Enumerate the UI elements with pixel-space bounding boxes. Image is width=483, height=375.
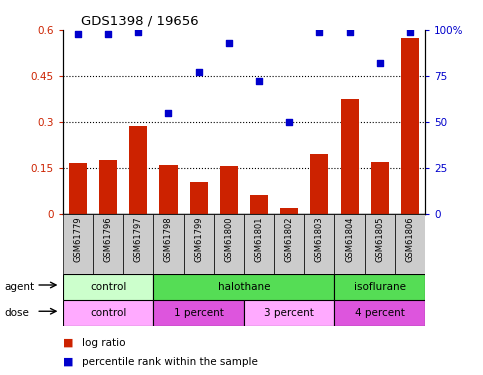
- Text: ■: ■: [63, 357, 73, 367]
- Point: [134, 29, 142, 35]
- Text: GSM61801: GSM61801: [255, 217, 264, 262]
- Bar: [244, 214, 274, 274]
- Point: [195, 69, 202, 75]
- Bar: [335, 274, 425, 300]
- Text: GSM61796: GSM61796: [103, 217, 113, 262]
- Text: GSM61779: GSM61779: [73, 217, 83, 262]
- Point: [376, 60, 384, 66]
- Bar: [220, 166, 238, 214]
- Text: ■: ■: [63, 338, 73, 348]
- Bar: [63, 274, 154, 300]
- Bar: [395, 214, 425, 274]
- Point: [225, 40, 233, 46]
- Point: [74, 31, 82, 37]
- Text: GSM61804: GSM61804: [345, 217, 354, 262]
- Text: control: control: [90, 308, 126, 318]
- Text: GSM61806: GSM61806: [405, 217, 414, 262]
- Text: GSM61805: GSM61805: [375, 217, 384, 262]
- Point: [346, 29, 354, 35]
- Bar: [335, 300, 425, 326]
- Bar: [334, 214, 365, 274]
- Bar: [154, 274, 334, 300]
- Point: [165, 110, 172, 116]
- Bar: [129, 126, 147, 214]
- Text: 4 percent: 4 percent: [355, 308, 405, 318]
- Bar: [280, 208, 298, 214]
- Bar: [99, 160, 117, 214]
- Text: GSM61797: GSM61797: [134, 217, 143, 262]
- Text: GSM61803: GSM61803: [315, 217, 324, 262]
- Text: 3 percent: 3 percent: [264, 308, 314, 318]
- Bar: [365, 214, 395, 274]
- Bar: [213, 214, 244, 274]
- Text: percentile rank within the sample: percentile rank within the sample: [82, 357, 258, 367]
- Text: GSM61800: GSM61800: [224, 217, 233, 262]
- Point: [104, 31, 112, 37]
- Bar: [311, 154, 328, 214]
- Text: GSM61802: GSM61802: [284, 217, 294, 262]
- Bar: [401, 38, 419, 214]
- Text: GSM61798: GSM61798: [164, 217, 173, 262]
- Bar: [189, 182, 208, 214]
- Bar: [304, 214, 334, 274]
- Text: isoflurane: isoflurane: [354, 282, 406, 292]
- Point: [255, 78, 263, 84]
- Bar: [184, 214, 213, 274]
- Bar: [63, 214, 93, 274]
- Bar: [159, 165, 178, 214]
- Point: [406, 29, 414, 35]
- Bar: [154, 214, 184, 274]
- Point: [315, 29, 323, 35]
- Text: 1 percent: 1 percent: [174, 308, 224, 318]
- Text: control: control: [90, 282, 126, 292]
- Bar: [371, 162, 389, 214]
- Text: GDS1398 / 19656: GDS1398 / 19656: [81, 15, 199, 27]
- Bar: [63, 300, 154, 326]
- Text: log ratio: log ratio: [82, 338, 126, 348]
- Bar: [244, 300, 334, 326]
- Bar: [69, 163, 87, 214]
- Bar: [250, 195, 268, 214]
- Text: agent: agent: [5, 282, 35, 292]
- Bar: [274, 214, 304, 274]
- Bar: [154, 300, 244, 326]
- Bar: [93, 214, 123, 274]
- Bar: [341, 99, 358, 214]
- Bar: [123, 214, 154, 274]
- Text: halothane: halothane: [218, 282, 270, 292]
- Text: GSM61799: GSM61799: [194, 217, 203, 262]
- Text: dose: dose: [5, 308, 30, 318]
- Point: [285, 119, 293, 125]
